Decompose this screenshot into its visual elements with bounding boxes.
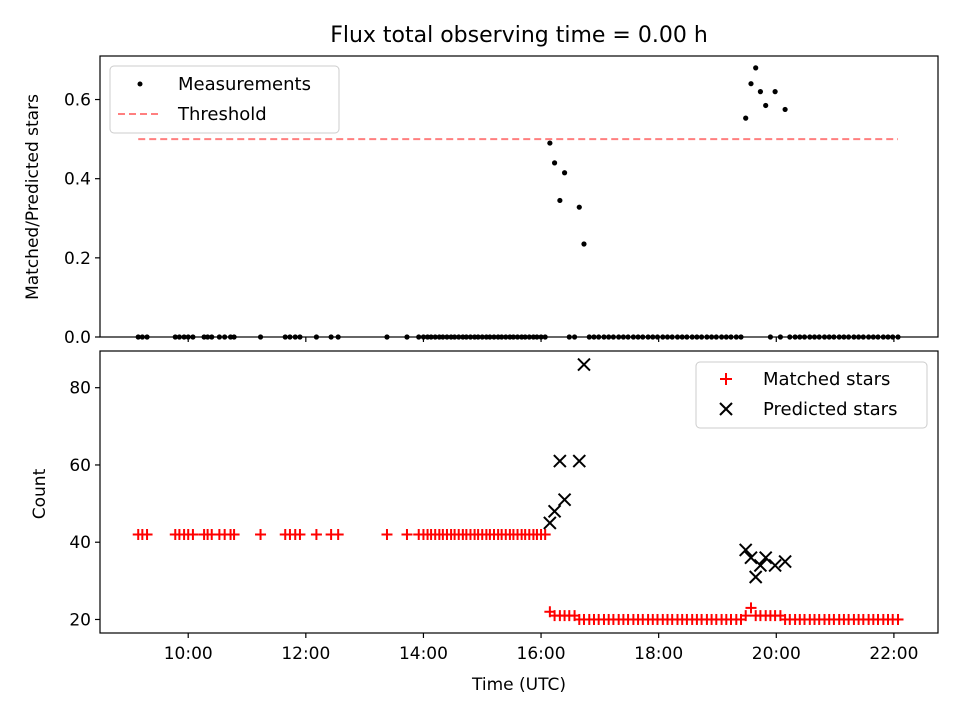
bottom-x-tick-label: 14:00 [399,644,448,664]
matched-star-point [401,528,413,540]
legend-predicted-marker [719,402,733,416]
predicted-star-point [778,554,792,569]
bottom-y-axis-label: Count [30,468,50,519]
matched-star-point [332,528,344,540]
legend-measurements-label: Measurements [178,74,311,95]
top-y-tick-label: 0.2 [64,249,91,269]
bottom-legend-box [695,361,928,429]
bottom-marks [132,357,904,625]
predicted-star-point [577,357,591,372]
bottom-plot-frame [99,350,939,634]
bottom-y-tick-label: 20 [69,610,91,630]
predicted-star-point [553,454,567,468]
measurement-point [551,160,558,166]
top-y-axis-label: Matched/Predicted stars [23,94,43,300]
legend-matched-marker [720,373,732,385]
predicted-star-point [547,504,562,519]
measurement-point [753,65,759,71]
bottom-y-ticks: 20 40 60 80 [69,379,100,630]
measurement-point [748,81,754,87]
bottom-panel: 20 40 60 80 10:00 12:00 14:00 16:00 18:00 20:00 2… [30,350,939,695]
matched-star-point [228,528,240,540]
predicted-star-point [748,570,763,584]
measurement-point [557,197,563,204]
measurement-point [757,89,764,95]
bottom-x-ticks: 10:00 12:00 14:00 16:00 18:00 20:00 22:00 [164,633,918,664]
measurement-point [743,115,749,121]
matched-star-point [745,602,757,614]
predicted-star-point [744,550,758,565]
predicted-star-point [543,516,557,530]
top-panel: 0.0 0.2 0.4 0.6 Matched/Predicted stars Mea… [23,55,939,348]
predicted-star-point [738,543,753,557]
predicted-star-point [557,493,572,507]
measurement-point [561,170,568,176]
top-y-tick-label: 0.0 [64,328,91,348]
bottom-x-tick-label: 20:00 [752,644,801,664]
matched-star-point [141,528,153,540]
matched-star-point [892,613,904,625]
matched-star-point [294,528,306,540]
top-legend: Measurements Threshold [109,65,340,134]
bottom-x-tick-label: 10:00 [164,644,213,664]
legend-measurements-marker [137,81,143,87]
top-x-ticks [187,337,895,342]
matched-star-point [310,528,322,540]
measurement-point [763,102,769,109]
top-y-ticks: 0.0 0.2 0.4 0.6 [64,91,100,348]
matched-star-point [539,528,551,540]
bottom-legend: Matched stars Predicted stars [695,361,928,429]
matched-star-point [740,610,752,622]
predicted-star-point [753,558,768,573]
chart-title: Flux total observing time = 0.00 h [330,23,708,48]
legend-predicted-label: Predicted stars [763,399,897,420]
measurement-point [772,89,778,95]
measurement-point [547,140,553,146]
predicted-star-point [758,550,773,565]
bottom-x-tick-label: 22:00 [869,644,918,664]
bottom-y-tick-label: 80 [69,379,91,399]
predicted-star-point [768,558,782,573]
bottom-y-tick-label: 60 [69,456,91,476]
bottom-x-tick-label: 18:00 [634,644,683,664]
legend-matched-label: Matched stars [763,369,890,390]
top-y-tick-label: 0.6 [64,91,91,111]
bottom-x-tick-label: 16:00 [517,644,566,664]
top-legend-box [109,65,340,134]
matched-star-point [381,528,393,540]
predicted-star-point [572,454,586,468]
top-plot-frame [99,55,939,338]
bottom-x-tick-label: 12:00 [281,644,330,664]
top-y-tick-label: 0.4 [64,170,91,190]
matched-star-point [187,528,199,540]
measurement-point [782,106,788,113]
matched-star-point [255,528,267,540]
legend-threshold-label: Threshold [177,104,267,125]
bottom-y-tick-label: 40 [69,533,91,553]
bottom-x-axis-label: Time (UTC) [471,675,566,695]
measurement-point [581,241,587,247]
measurement-point [576,204,582,210]
